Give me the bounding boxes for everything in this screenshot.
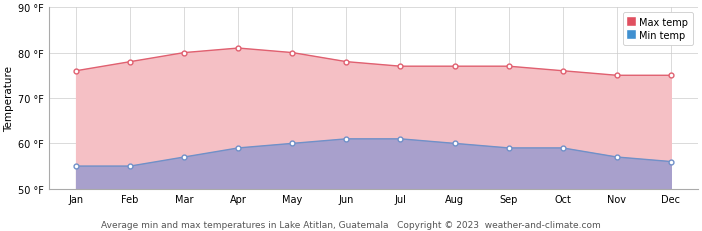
Legend: Max temp, Min temp: Max temp, Min temp — [623, 13, 693, 46]
Y-axis label: Temperature: Temperature — [4, 66, 14, 131]
Text: Average min and max temperatures in Lake Atitlan, Guatemala   Copyright © 2023  : Average min and max temperatures in Lake… — [101, 220, 601, 229]
